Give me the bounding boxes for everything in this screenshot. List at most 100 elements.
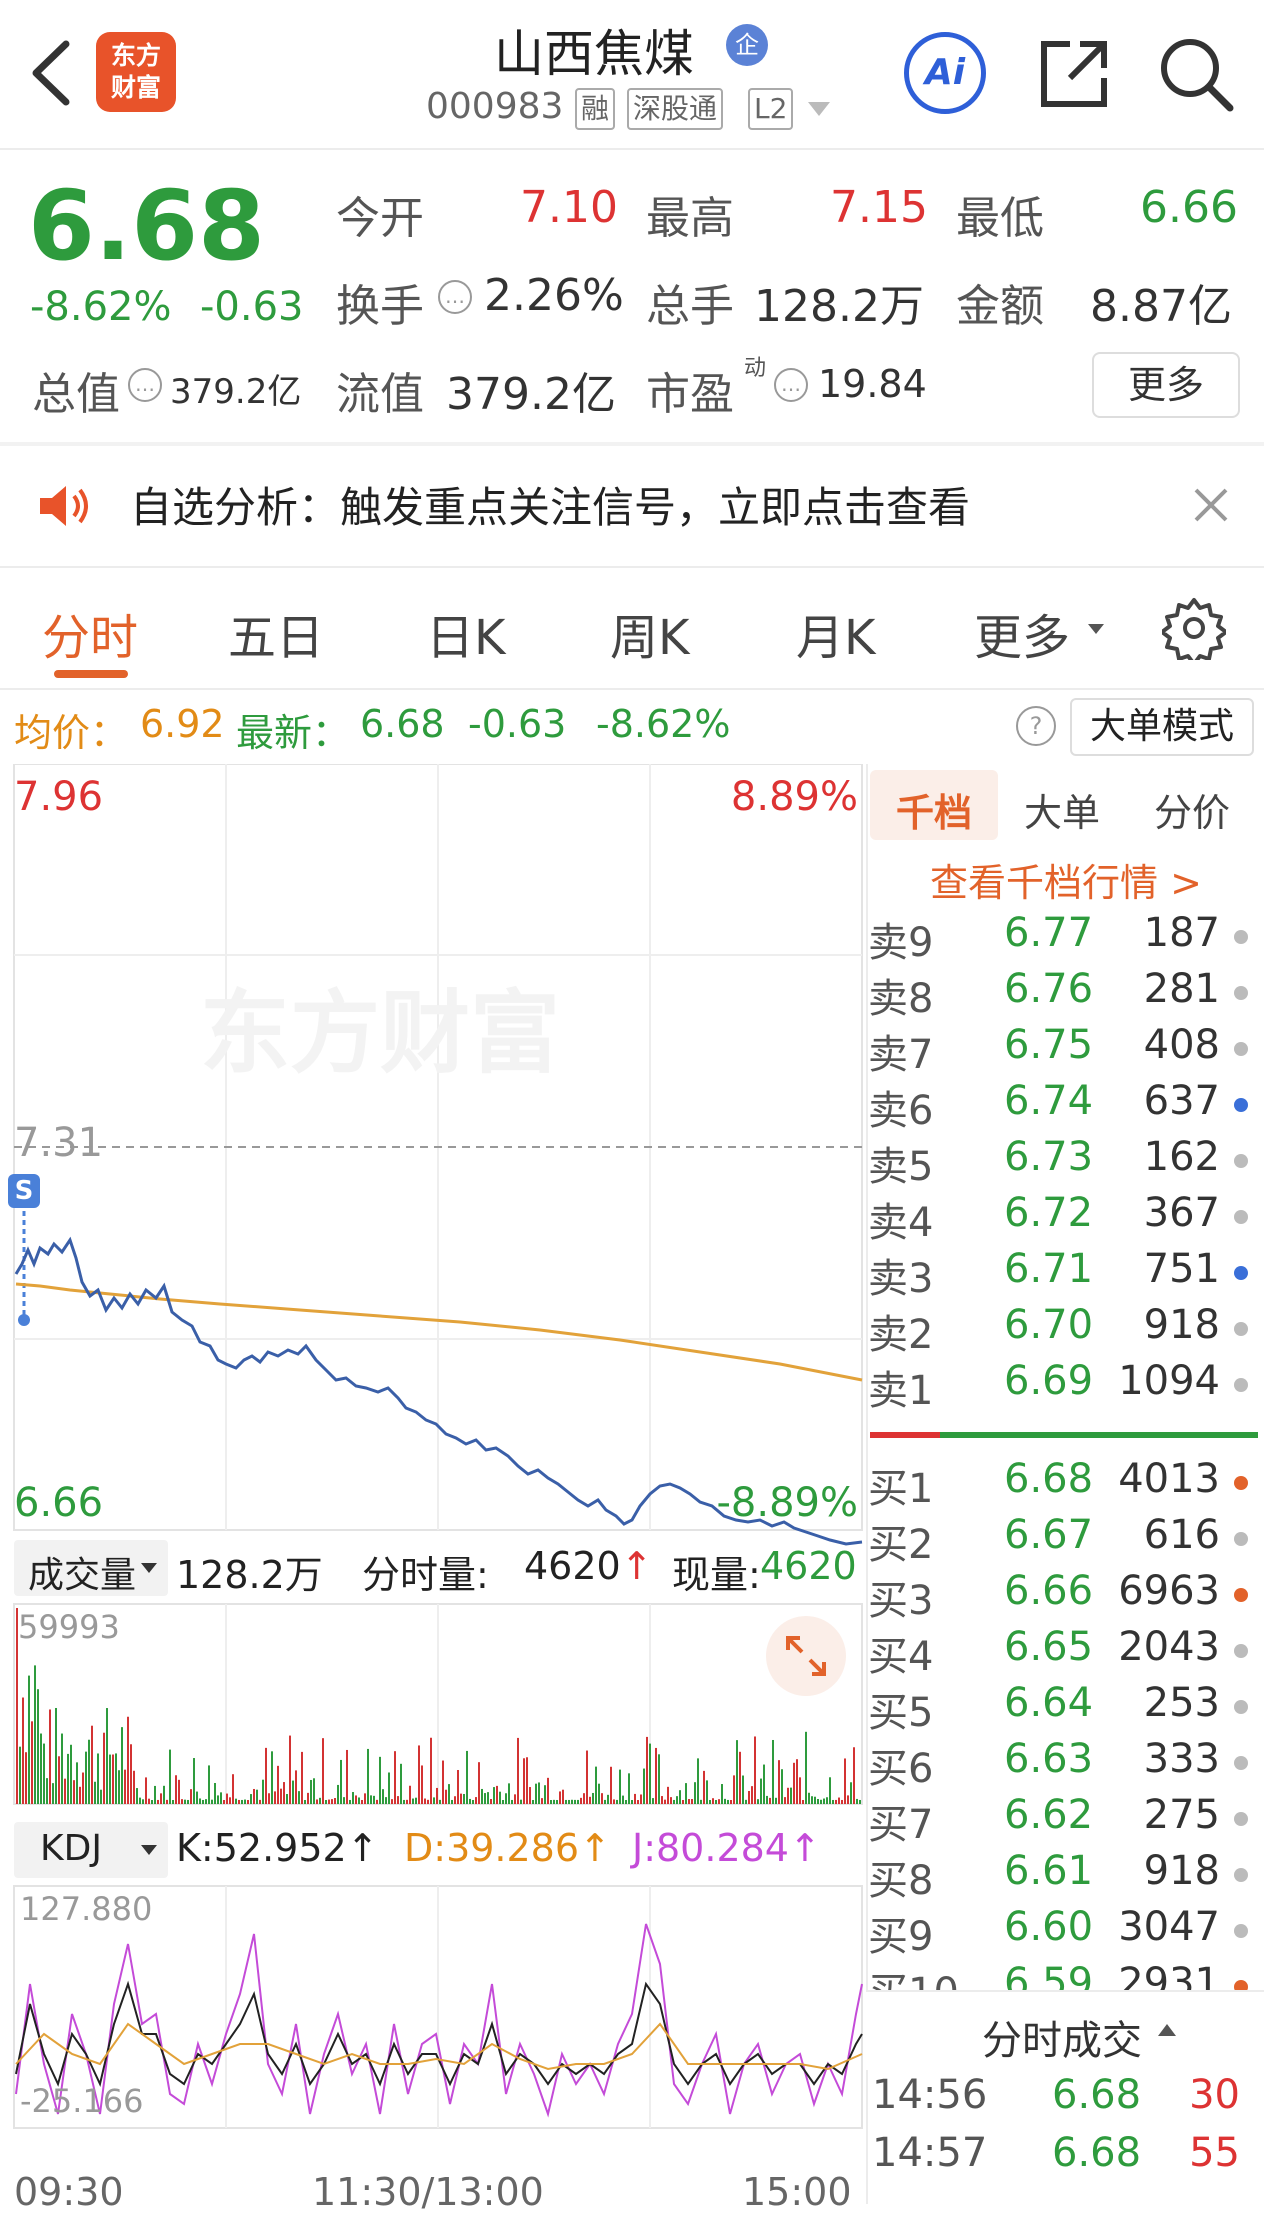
latest-label: 最新：: [236, 711, 351, 755]
bid-row[interactable]: 买2 6.67 616: [868, 1512, 1252, 1568]
pe-info-icon[interactable]: …: [774, 368, 808, 402]
orderbook-tab-big-orders[interactable]: 大单: [1024, 791, 1101, 835]
orderbook-tab-price-dist[interactable]: 分价: [1154, 791, 1231, 835]
tab-active-indicator: [54, 670, 128, 678]
price-line: [14, 1236, 863, 1546]
price-chart-svg: 东方财富: [13, 764, 863, 2129]
status-dot-icon: [1234, 1042, 1248, 1056]
kdj-k-line: [15, 1980, 863, 2088]
intraday-chart[interactable]: 东方财富 7.96 8.89% 7.31 S 6.66 -8.89% 成交量 1…: [0, 764, 866, 2214]
ask-volume: 187: [1143, 910, 1220, 956]
divider: [0, 148, 1264, 150]
last-price: 6.68: [28, 170, 265, 282]
tick-time: 14:57: [872, 2130, 988, 2176]
tab-intraday[interactable]: 分时: [42, 610, 139, 666]
bid-row[interactable]: 买8 6.61 918: [868, 1848, 1252, 1904]
time-axis-end: 15:00: [742, 2170, 852, 2214]
mktcap-info-icon[interactable]: …: [128, 368, 162, 402]
tab-more[interactable]: 更多: [974, 610, 1071, 666]
ask-label: 卖5: [868, 1144, 934, 1190]
settings-gear-icon[interactable]: [1162, 596, 1226, 660]
low-value: 6.66: [1140, 182, 1238, 233]
kdj-j-value: J:80.284↑: [632, 1826, 821, 1870]
bid-row[interactable]: 买3 6.66 6963: [868, 1568, 1252, 1624]
share-icon[interactable]: [1036, 36, 1112, 112]
y-bottom-label: 6.66: [14, 1480, 104, 1526]
tab-more-caret-icon: [1088, 624, 1104, 634]
ask-row[interactable]: 卖9 6.77 187: [868, 910, 1252, 966]
ask-volume: 751: [1143, 1246, 1220, 1292]
search-icon[interactable]: [1156, 34, 1236, 114]
latest-change-pct: -8.62%: [596, 702, 731, 746]
ask-volume: 637: [1143, 1078, 1220, 1124]
tab-five-day[interactable]: 五日: [228, 610, 325, 666]
bid-label: 买5: [868, 1690, 934, 1736]
ask-row[interactable]: 卖1 6.69 1094: [868, 1358, 1252, 1414]
ask-row[interactable]: 卖4 6.72 367: [868, 1190, 1252, 1246]
ask-row[interactable]: 卖3 6.71 751: [868, 1246, 1252, 1302]
dropdown-triangle-icon[interactable]: [806, 100, 832, 118]
status-dot-icon: [1234, 1322, 1248, 1336]
bid-label: 买9: [868, 1914, 934, 1960]
tick-volume-number: 4620: [524, 1544, 621, 1588]
status-dot-icon: [1234, 1924, 1248, 1938]
ask-price: 6.75: [1004, 1022, 1094, 1068]
ask-row[interactable]: 卖2 6.70 918: [868, 1302, 1252, 1358]
volume-total: 128.2万: [176, 1553, 323, 1597]
bid-row[interactable]: 买5 6.64 253: [868, 1680, 1252, 1736]
turnover-info-icon[interactable]: …: [438, 280, 472, 314]
volume-bars: [16, 1608, 861, 1804]
bid-row[interactable]: 买6 6.63 333: [868, 1736, 1252, 1792]
notice-bar[interactable]: 自选分析：触发重点关注信号，立即点击查看: [0, 446, 1264, 566]
ask-label: 卖7: [868, 1032, 934, 1078]
tab-monthly-k[interactable]: 月K: [796, 610, 876, 666]
notice-text: 自选分析：触发重点关注信号，立即点击查看: [130, 483, 971, 532]
avg-value: 6.92: [140, 702, 225, 746]
open-value: 7.10: [520, 182, 618, 233]
kdj-selector[interactable]: KDJ: [14, 1822, 168, 1878]
bid-price: 6.62: [1004, 1792, 1094, 1838]
current-volume-value: 4620: [760, 1544, 857, 1588]
bid-row[interactable]: 买7 6.62 275: [868, 1792, 1252, 1848]
orderbook-tab-depth[interactable]: 千档: [896, 791, 973, 835]
ai-button[interactable]: Ai: [904, 32, 986, 114]
time-axis-mid: 11:30/13:00: [312, 2170, 544, 2214]
ask-row[interactable]: 卖5 6.73 162: [868, 1134, 1252, 1190]
bid-row[interactable]: 买4 6.65 2043: [868, 1624, 1252, 1680]
ask-volume: 408: [1143, 1022, 1220, 1068]
kdj-max-label: 127.880: [20, 1890, 153, 1928]
open-label: 今开: [336, 193, 424, 244]
ask-row[interactable]: 卖6 6.74 637: [868, 1078, 1252, 1134]
app-logo[interactable]: 东方财富: [96, 32, 176, 112]
kdj-d-value: D:39.286↑: [404, 1826, 611, 1870]
more-button[interactable]: 更多: [1092, 352, 1240, 418]
big-order-mode-button[interactable]: 大单模式: [1070, 698, 1254, 756]
tick-row: 14:56 6.68 30: [868, 2072, 1252, 2128]
ask-volume: 281: [1143, 966, 1220, 1012]
tick-price: 6.68: [1052, 2072, 1142, 2118]
tab-weekly-k[interactable]: 周K: [610, 610, 690, 666]
bid-price: 6.66: [1004, 1568, 1094, 1614]
turnover-value: 2.26%: [484, 270, 624, 321]
status-dot-icon: [1234, 986, 1248, 1000]
s-marker[interactable]: S: [8, 1174, 40, 1208]
ai-label: Ai: [924, 52, 966, 93]
orderbook-tab-active[interactable]: [870, 770, 998, 840]
orderbook-depth-link[interactable]: 查看千档行情 >: [930, 861, 1202, 905]
bid-row[interactable]: 买1 6.68 4013: [868, 1456, 1252, 1512]
bid-row[interactable]: 买9 6.60 3047: [868, 1904, 1252, 1960]
ticks-header[interactable]: 分时成交: [866, 1990, 1264, 2070]
tab-daily-k[interactable]: 日K: [426, 610, 506, 666]
close-icon[interactable]: [1192, 486, 1230, 524]
tick-volume: 30: [1189, 2072, 1240, 2118]
volume-selector[interactable]: 成交量: [14, 1540, 168, 1596]
y-top-label: 7.96: [14, 774, 104, 820]
help-icon[interactable]: ?: [1016, 706, 1056, 746]
ask-row[interactable]: 卖8 6.76 281: [868, 966, 1252, 1022]
volume-caret-icon: [141, 1563, 157, 1573]
back-arrow-icon[interactable]: [28, 40, 74, 106]
expand-button[interactable]: [766, 1616, 846, 1696]
ask-row[interactable]: 卖7 6.75 408: [868, 1022, 1252, 1078]
chart-tabs: 分时 五日 日K 周K 月K 更多: [0, 568, 1264, 688]
kdj-caret-icon: [141, 1845, 157, 1855]
